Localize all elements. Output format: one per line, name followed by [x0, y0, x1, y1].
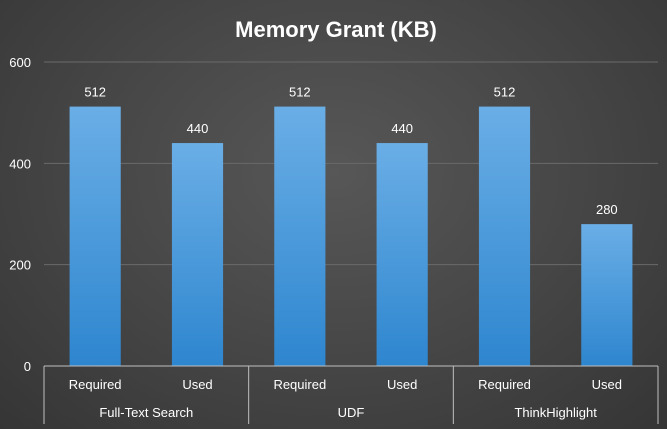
- y-tick-label: 600: [9, 55, 31, 70]
- bar: [69, 106, 121, 366]
- x-category-label: Used: [592, 377, 622, 392]
- bar: [274, 106, 326, 366]
- axes: 0 200 400 600 Required Used Full-Text Search Re…: [9, 55, 659, 424]
- data-label: 512: [84, 85, 106, 100]
- x-category-label: Required: [478, 377, 531, 392]
- bar: [171, 143, 224, 366]
- y-tick-label: 400: [9, 156, 31, 171]
- chart-title: Memory Grant (KB): [235, 17, 437, 42]
- grid-lines: [44, 61, 658, 266]
- bars: 512 440 512 440 512 280: [69, 85, 633, 366]
- x-group-label: UDF: [338, 405, 365, 420]
- data-label: 512: [494, 85, 516, 100]
- data-label: 440: [187, 121, 209, 136]
- x-category-label: Used: [387, 377, 417, 392]
- bar: [376, 143, 428, 366]
- y-tick-label: 0: [24, 359, 31, 374]
- y-tick-label: 200: [9, 258, 31, 273]
- x-category-label: Required: [273, 377, 326, 392]
- x-category-label: Used: [182, 377, 212, 392]
- x-group-label: Full-Text Search: [99, 405, 193, 420]
- bar: [581, 224, 633, 366]
- data-label: 280: [596, 202, 618, 217]
- x-category-label: Required: [69, 377, 122, 392]
- x-group-label: ThinkHighlight: [514, 405, 597, 420]
- data-label: 512: [289, 85, 311, 100]
- data-label: 440: [391, 121, 413, 136]
- bar: [478, 106, 531, 366]
